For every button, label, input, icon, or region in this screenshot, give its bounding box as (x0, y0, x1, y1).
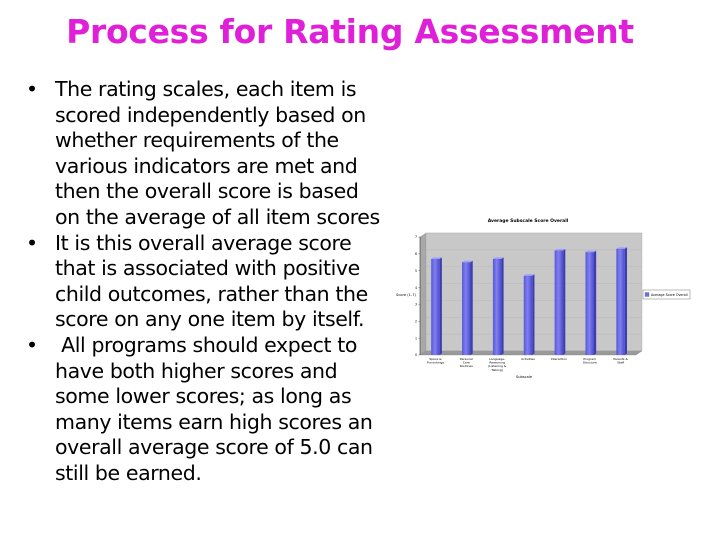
bullet-line: child outcomes, rather than the (55, 281, 368, 306)
legend-swatch (644, 292, 650, 297)
bullet-item: • It is this overall average score that … (26, 231, 388, 333)
x-tick-label: Routines (460, 364, 473, 368)
bullet-line: have both higher scores and (55, 358, 338, 383)
y-tick-label: 4 (415, 286, 417, 290)
bullet-line: then the overall score is based (55, 179, 359, 204)
bar-top (554, 248, 566, 251)
bullet-item: • The rating scales, each item is scored… (26, 77, 388, 231)
bullet-line: whether requirements of the (55, 128, 339, 153)
subscale-chart: Average Subscale Score Overall Score (1-… (393, 212, 693, 387)
x-tick-label: Interaction (551, 357, 567, 361)
bullet-line: that is associated with positive (55, 256, 360, 281)
legend-box (642, 289, 691, 300)
bullet-line: It is this overall average score (55, 230, 352, 255)
bar-side (563, 248, 566, 355)
bar-top (523, 274, 535, 276)
x-tick-label: Program (583, 357, 596, 361)
x-tick-label: (Listening & (488, 364, 507, 368)
legend-label: Average Score Overall (651, 293, 688, 297)
y-tick-label: 3 (415, 303, 417, 307)
bar (616, 248, 625, 355)
bullet-line: still be earned. (55, 460, 202, 485)
bullet-line: many items earn high scores an (55, 409, 373, 434)
bullet-line: score on any one item by itself. (55, 307, 365, 332)
bar-side (593, 250, 597, 355)
y-tick-label: 0 (415, 353, 417, 357)
chart-title: Average Subscale Score Overall (488, 218, 569, 224)
legend: Average Score Overall (642, 289, 691, 300)
x-tick-label: Space & (429, 357, 442, 361)
bullet-line: overall average score of 5.0 can (55, 435, 373, 460)
x-tick-label: Language- (489, 357, 505, 361)
bullet-marker: • (26, 77, 38, 101)
y-tick-label: 6 (415, 252, 417, 256)
bar-top (585, 250, 597, 253)
x-tick-label: Reasoning (489, 361, 505, 365)
bar (523, 275, 533, 355)
bullet-line: All programs should expect to (55, 332, 357, 357)
bullet-line: The rating scales, each item is (55, 77, 357, 101)
bar (462, 262, 471, 355)
x-tick-label: Activities (521, 357, 535, 361)
bar-side (624, 247, 628, 355)
subscale-chart-svg: Average Subscale Score Overall Score (1-… (396, 218, 691, 379)
y-axis-label: Score (1-7) (396, 293, 416, 297)
bar-top (462, 260, 473, 263)
bar-top (616, 247, 628, 249)
y-tick-label: 5 (415, 269, 417, 273)
x-axis-label: Subscale (516, 375, 533, 379)
bullet-marker: • (26, 230, 38, 255)
bar (492, 258, 502, 355)
bar (554, 250, 564, 355)
bar-side (501, 257, 504, 355)
x-tick-label: Parents & (613, 357, 628, 361)
plot-area: 0 1 2 3 4 5 6 7 Space &Furnishings PersonalCareRo… (415, 232, 643, 372)
x-tick-label: Talking) (490, 368, 503, 372)
bullet-list: • The rating scales, each item is scored… (26, 77, 388, 537)
bullet-line: on the average of all item scores (55, 204, 380, 229)
bullet-line: scored independently based on (55, 102, 366, 127)
bullet-marker: • (26, 332, 38, 357)
y-tick-label: 7 (415, 235, 417, 239)
plot-side-wall (419, 232, 427, 356)
bar-top (431, 257, 442, 259)
bar-side (439, 257, 442, 355)
y-tick-label: 1 (415, 336, 417, 340)
x-tick-label: Personal (460, 357, 473, 361)
x-tick-label: Care (463, 361, 470, 365)
bar-side (532, 274, 535, 355)
slide-title: Process for Rating Assessment (66, 12, 634, 51)
bullet-item: • All programs should expect to have bot… (26, 333, 388, 487)
x-tick-label: Staff (617, 361, 625, 365)
x-tick-label: Furnishings (427, 361, 444, 365)
bar-side (470, 260, 473, 355)
bullet-line: various indicators are met and (55, 153, 358, 178)
bar (431, 258, 440, 355)
bar-top (492, 257, 504, 259)
x-tick-label: Structure (583, 361, 597, 365)
y-tick-label: 2 (415, 319, 417, 323)
bullet-line: some lower scores; as long as (55, 384, 352, 409)
bar (585, 252, 594, 355)
